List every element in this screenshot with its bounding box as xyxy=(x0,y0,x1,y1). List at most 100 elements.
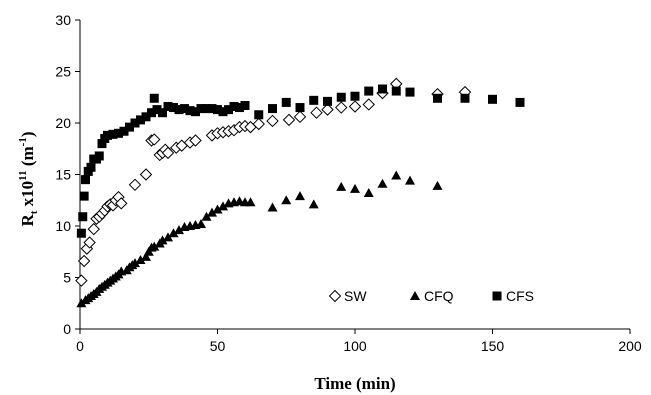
data-point-cfs xyxy=(515,97,525,107)
y-tick-label: 20 xyxy=(55,115,71,131)
data-point-cfq xyxy=(281,195,292,205)
data-point-cfq xyxy=(130,258,140,268)
data-point-cfs xyxy=(240,100,250,110)
data-point-cfq xyxy=(196,218,206,228)
y-axis-title: Rt x1011 (m-1) xyxy=(17,131,40,226)
data-point-cfs xyxy=(76,228,86,238)
data-point-cfq xyxy=(163,232,173,242)
data-point-cfs xyxy=(147,108,156,118)
data-point-cfs xyxy=(180,104,189,114)
y-tick-label: 5 xyxy=(63,270,71,286)
data-point-cfs xyxy=(309,95,319,105)
data-point-cfq xyxy=(308,199,319,209)
data-point-sw xyxy=(252,117,265,131)
data-point-cfs xyxy=(79,191,89,201)
data-point-cfs xyxy=(350,91,360,101)
data-point-cfq xyxy=(207,207,217,217)
data-point-cfs xyxy=(323,96,332,106)
data-point-cfs xyxy=(433,93,442,103)
legend-marker-cfq xyxy=(410,291,420,300)
legend-label-cfs: CFS xyxy=(506,288,534,304)
data-point-cfq xyxy=(135,254,146,264)
data-point-cfs xyxy=(336,92,346,102)
data-point-sw xyxy=(115,197,128,210)
data-point-sw xyxy=(310,106,323,119)
x-tick-label: 200 xyxy=(618,338,642,354)
data-point-sw xyxy=(282,113,296,127)
legend: SW CFQ CFS xyxy=(328,288,534,304)
data-point-cfs xyxy=(97,139,107,149)
x-tick-label: 100 xyxy=(343,338,367,354)
data-point-cfs xyxy=(281,97,291,107)
legend-marker-cfs xyxy=(492,291,502,301)
y-axis-title-sup: 11 xyxy=(17,170,29,180)
data-point-cfs xyxy=(254,110,264,120)
x-tick-label: 50 xyxy=(210,338,226,354)
data-point-cfq xyxy=(245,197,256,207)
data-point-cfs xyxy=(125,122,134,132)
x-ticks: 0 50 100 150 200 xyxy=(76,329,642,354)
data-point-cfs xyxy=(202,104,211,114)
y-ticks: 0 5 10 15 20 25 30 xyxy=(55,12,80,337)
data-point-cfs xyxy=(94,151,104,161)
x-axis-title: Time (min) xyxy=(314,374,395,393)
data-point-sw xyxy=(161,146,175,160)
data-point-cfs xyxy=(196,104,206,114)
data-point-cfs xyxy=(405,87,415,97)
data-point-cfq xyxy=(405,175,415,185)
data-point-sw xyxy=(139,168,153,181)
data-point-sw xyxy=(348,100,362,113)
data-point-cfq xyxy=(149,241,160,251)
x-tick-label: 150 xyxy=(481,338,505,354)
data-point-cfs xyxy=(141,112,151,122)
data-point-cfq xyxy=(391,170,402,180)
data-point-cfs xyxy=(163,102,173,112)
y-tick-label: 30 xyxy=(55,12,71,28)
y-axis-title-unit-sup: -1 xyxy=(17,137,29,146)
data-point-sw xyxy=(266,114,279,128)
data-point-cfs xyxy=(158,108,167,118)
data-point-sw xyxy=(335,101,348,114)
data-point-sw xyxy=(148,133,161,146)
data-point-cfs xyxy=(224,105,233,115)
data-point-sw xyxy=(77,254,91,268)
y-tick-label: 25 xyxy=(55,64,71,80)
data-point-cfs xyxy=(191,107,200,117)
data-point-cfq xyxy=(336,181,347,191)
y-axis-title-mid: x10 xyxy=(18,181,37,211)
data-point-cfs xyxy=(268,104,277,114)
data-point-cfs xyxy=(174,105,184,115)
data-point-cfs xyxy=(103,130,112,140)
y-axis-title-main: R xyxy=(18,214,37,227)
data-point-cfs xyxy=(295,103,305,113)
series-cfs xyxy=(76,84,525,238)
data-point-cfs xyxy=(149,93,159,103)
data-point-cfs xyxy=(364,86,374,96)
data-point-cfs xyxy=(169,103,178,113)
series-layer xyxy=(75,77,525,308)
data-point-cfs xyxy=(78,212,88,222)
series-cfq xyxy=(76,170,443,308)
data-point-cfs xyxy=(213,105,222,115)
data-point-cfq xyxy=(377,178,388,188)
data-point-cfs xyxy=(488,94,497,104)
legend-label-sw: SW xyxy=(344,288,367,304)
data-point-cfs xyxy=(81,175,90,185)
y-axis-title-unit-end: ) xyxy=(18,131,37,137)
data-point-sw xyxy=(362,98,375,111)
data-point-cfs xyxy=(460,93,470,103)
data-point-cfs xyxy=(229,102,239,112)
data-point-sw xyxy=(83,236,96,249)
data-point-cfs xyxy=(207,104,217,114)
y-tick-label: 0 xyxy=(63,321,71,337)
data-point-cfs xyxy=(86,162,96,172)
data-point-cfs xyxy=(114,128,123,138)
data-point-cfq xyxy=(267,202,278,212)
data-point-sw xyxy=(128,178,142,192)
data-point-cfq xyxy=(141,251,151,261)
data-point-cfq xyxy=(168,228,179,238)
axes xyxy=(79,20,630,330)
legend-label-cfq: CFQ xyxy=(424,288,454,304)
data-point-cfs xyxy=(391,86,401,96)
